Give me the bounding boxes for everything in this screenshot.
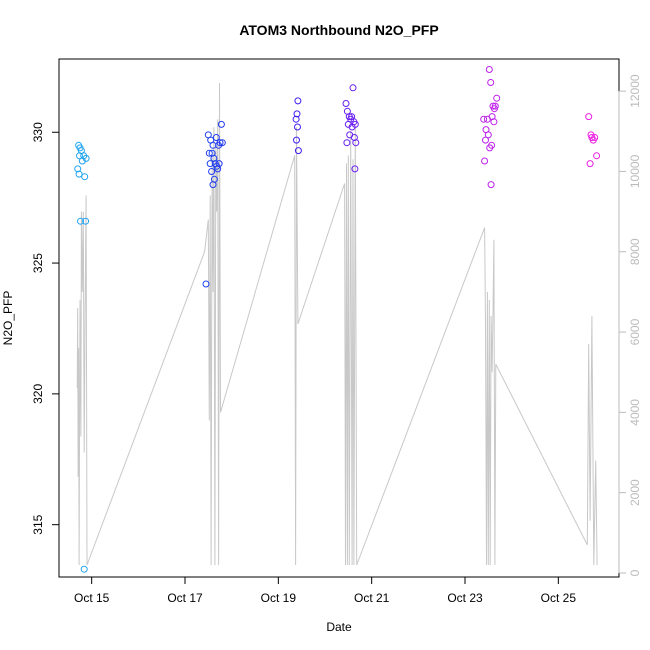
data-point: [293, 110, 301, 118]
data-point: [586, 160, 594, 168]
data-point: [490, 105, 498, 113]
data-point: [490, 118, 498, 126]
data-point: [487, 79, 495, 86]
data-point: [484, 131, 492, 139]
data-point: [482, 136, 489, 144]
x-tick-label: Oct 15: [74, 591, 110, 605]
data-point: [351, 120, 359, 128]
y2-tick-label: 10000: [628, 154, 642, 188]
data-point: [294, 147, 302, 155]
plot-frame: [58, 58, 620, 578]
x-tick-label: Oct 23: [447, 591, 483, 605]
data-point: [593, 152, 601, 160]
y2-tick-label: 2000: [628, 479, 642, 506]
x-axis: Oct 15 Oct 17 Oct 19 Oct 21 Oct 23 Oct 25: [74, 577, 576, 605]
data-point: [81, 173, 89, 181]
y2-tick-label: 4000: [628, 399, 642, 426]
y-axis-left: 315 320 325 330: [31, 122, 59, 535]
data-point: [215, 160, 223, 168]
secondary-line-series: [76, 83, 598, 566]
data-point: [493, 94, 501, 102]
y-tick-label: 315: [31, 514, 45, 534]
data-point: [349, 84, 357, 92]
data-point: [208, 168, 216, 175]
data-point: [210, 154, 218, 162]
data-point: [205, 149, 213, 157]
data-point: [350, 134, 358, 141]
data-point: [292, 115, 300, 123]
y-axis-label: N2O_PFP: [1, 291, 15, 346]
data-point: [202, 280, 210, 288]
y-axis-right: 0 2000 4000 6000 8000 10000 12000: [618, 74, 642, 576]
y2-tick-label: 0: [628, 569, 642, 576]
y2-tick-label: 6000: [628, 318, 642, 345]
secondary-series-line: [76, 83, 598, 566]
data-point: [294, 97, 302, 105]
chart-title: ATOM3 Northbound N2O_PFP: [239, 22, 438, 38]
data-point: [585, 113, 593, 121]
data-point: [342, 100, 350, 107]
data-point: [294, 123, 301, 131]
scatter-points: [74, 66, 601, 573]
data-point: [216, 139, 224, 147]
data-point: [76, 152, 83, 160]
data-point: [293, 136, 300, 144]
x-tick-label: Oct 19: [261, 591, 297, 605]
data-point: [351, 165, 359, 173]
data-point: [217, 120, 225, 128]
data-point: [486, 144, 494, 152]
x-tick-label: Oct 17: [167, 591, 203, 605]
data-point: [480, 115, 488, 123]
y-tick-label: 320: [31, 384, 45, 404]
data-point: [218, 139, 226, 147]
data-point: [80, 565, 88, 573]
data-point: [206, 160, 214, 168]
data-point: [75, 170, 83, 178]
data-point: [481, 157, 489, 165]
data-point: [74, 165, 82, 173]
data-point: [82, 217, 90, 225]
data-point: [209, 181, 217, 189]
data-point: [485, 66, 493, 73]
y2-tick-label: 8000: [628, 238, 642, 265]
y2-tick-label: 12000: [628, 74, 642, 108]
y-tick-label: 325: [31, 253, 45, 273]
data-point: [212, 134, 220, 141]
x-axis-label: Date: [326, 620, 352, 634]
x-tick-label: Oct 21: [354, 591, 390, 605]
data-point: [487, 181, 495, 189]
x-tick-label: Oct 25: [541, 591, 577, 605]
y-tick-label: 330: [31, 122, 45, 142]
data-point: [343, 139, 351, 147]
data-point: [591, 134, 599, 141]
data-point: [352, 139, 360, 147]
data-point: [80, 152, 88, 160]
data-point: [77, 217, 84, 225]
